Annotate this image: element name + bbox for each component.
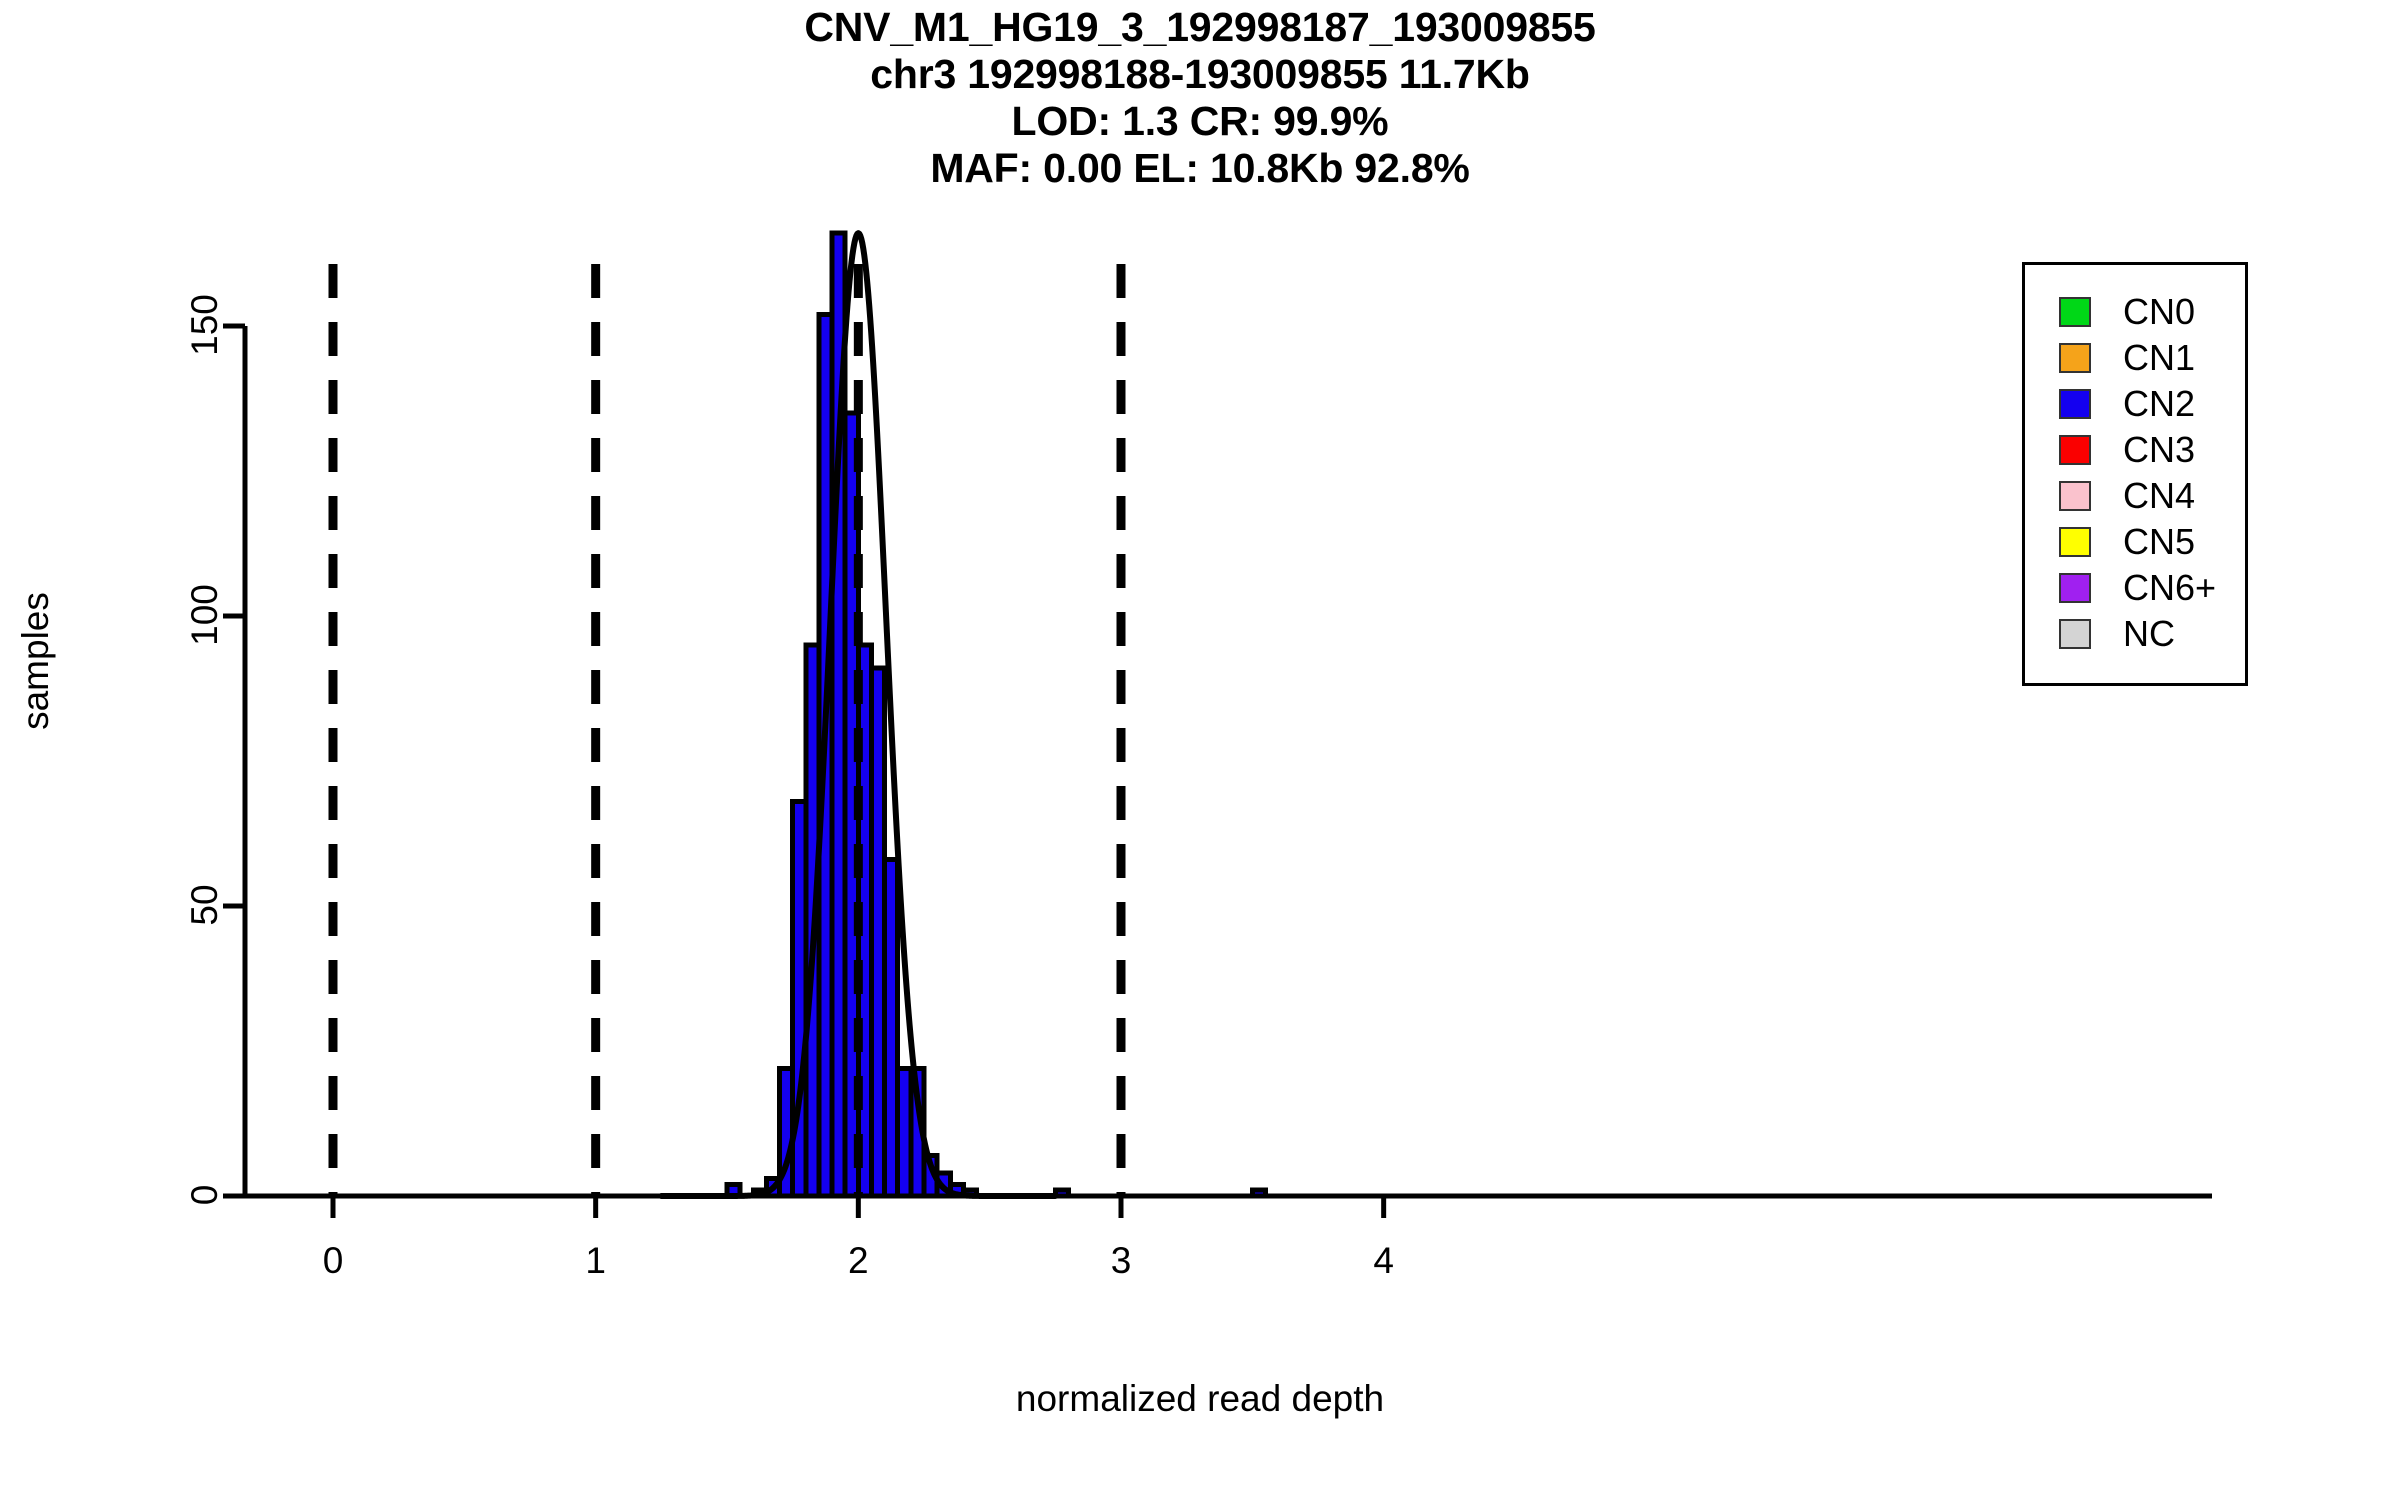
legend-item-label: NC: [2123, 613, 2175, 654]
title-line-2: chr3 192998188-193009855 11.7Kb: [870, 51, 1530, 97]
title-line-4: MAF: 0.00 EL: 10.8Kb 92.8%: [930, 145, 1470, 191]
legend-item-cn1[interactable]: CN1: [2059, 335, 2195, 381]
legend-item-cn4[interactable]: CN4: [2059, 473, 2195, 519]
y-axis-tick-label: 50: [184, 884, 225, 926]
legend-item-label: CN6+: [2123, 567, 2217, 608]
legend-item-cn6plus[interactable]: CN6+: [2059, 565, 2216, 611]
axis-lines: [223, 323, 2212, 1218]
legend-item-label: CN0: [2123, 291, 2196, 332]
legend-swatch-icon: [2059, 573, 2091, 603]
legend-swatch-icon: [2059, 343, 2091, 373]
title-line-3: LOD: 1.3 CR: 99.9%: [1011, 98, 1389, 144]
x-axis-tick-label: 3: [1110, 1240, 1132, 1281]
legend-item-cn0[interactable]: CN0: [2059, 289, 2195, 335]
y-axis-tick-label: 150: [184, 294, 225, 356]
x-axis-tick-label: 2: [848, 1240, 869, 1281]
x-axis-label: normalized read depth: [1015, 1378, 1385, 1419]
legend-item-label: CN2: [2123, 383, 2196, 424]
legend-swatch-icon: [2059, 297, 2091, 327]
legend-item-cn3[interactable]: CN3: [2059, 427, 2195, 473]
x-axis-tick-label: 0: [322, 1240, 344, 1281]
legend-item-cn2[interactable]: CN2: [2059, 381, 2195, 427]
x-axis-tick-label: 1: [585, 1240, 606, 1281]
reference-lines: [328, 264, 1126, 1196]
legend-item-label: CN3: [2123, 429, 2196, 470]
legend-swatch-icon: [2059, 389, 2091, 419]
legend-swatch-icon: [2059, 481, 2091, 511]
legend-item-label: CN4: [2123, 475, 2196, 516]
legend-item-label: CN5: [2123, 521, 2196, 562]
plot-title: CNV_M1_HG19_3_192998187_193009855 chr3 1…: [0, 4, 2400, 192]
legend-swatch-icon: [2059, 435, 2091, 465]
legend-swatch-icon: [2059, 619, 2091, 649]
x-axis-tick-label: 4: [1373, 1240, 1394, 1281]
y-axis-label: samples: [15, 592, 56, 730]
y-axis-tick-label: 0: [184, 1184, 225, 1206]
copy-number-legend: CN0 CN1 CN2 CN3 CN4 CN5 CN6+ NC: [2022, 262, 2248, 686]
legend-swatch-icon: [2059, 527, 2091, 557]
legend-item-nc[interactable]: NC: [2059, 611, 2175, 657]
legend-item-cn5[interactable]: CN5: [2059, 519, 2195, 565]
title-line-1: CNV_M1_HG19_3_192998187_193009855: [804, 4, 1596, 50]
histogram-bars: [724, 230, 1268, 1199]
y-axis-tick-label: 100: [184, 584, 225, 646]
legend-item-label: CN1: [2123, 337, 2196, 378]
